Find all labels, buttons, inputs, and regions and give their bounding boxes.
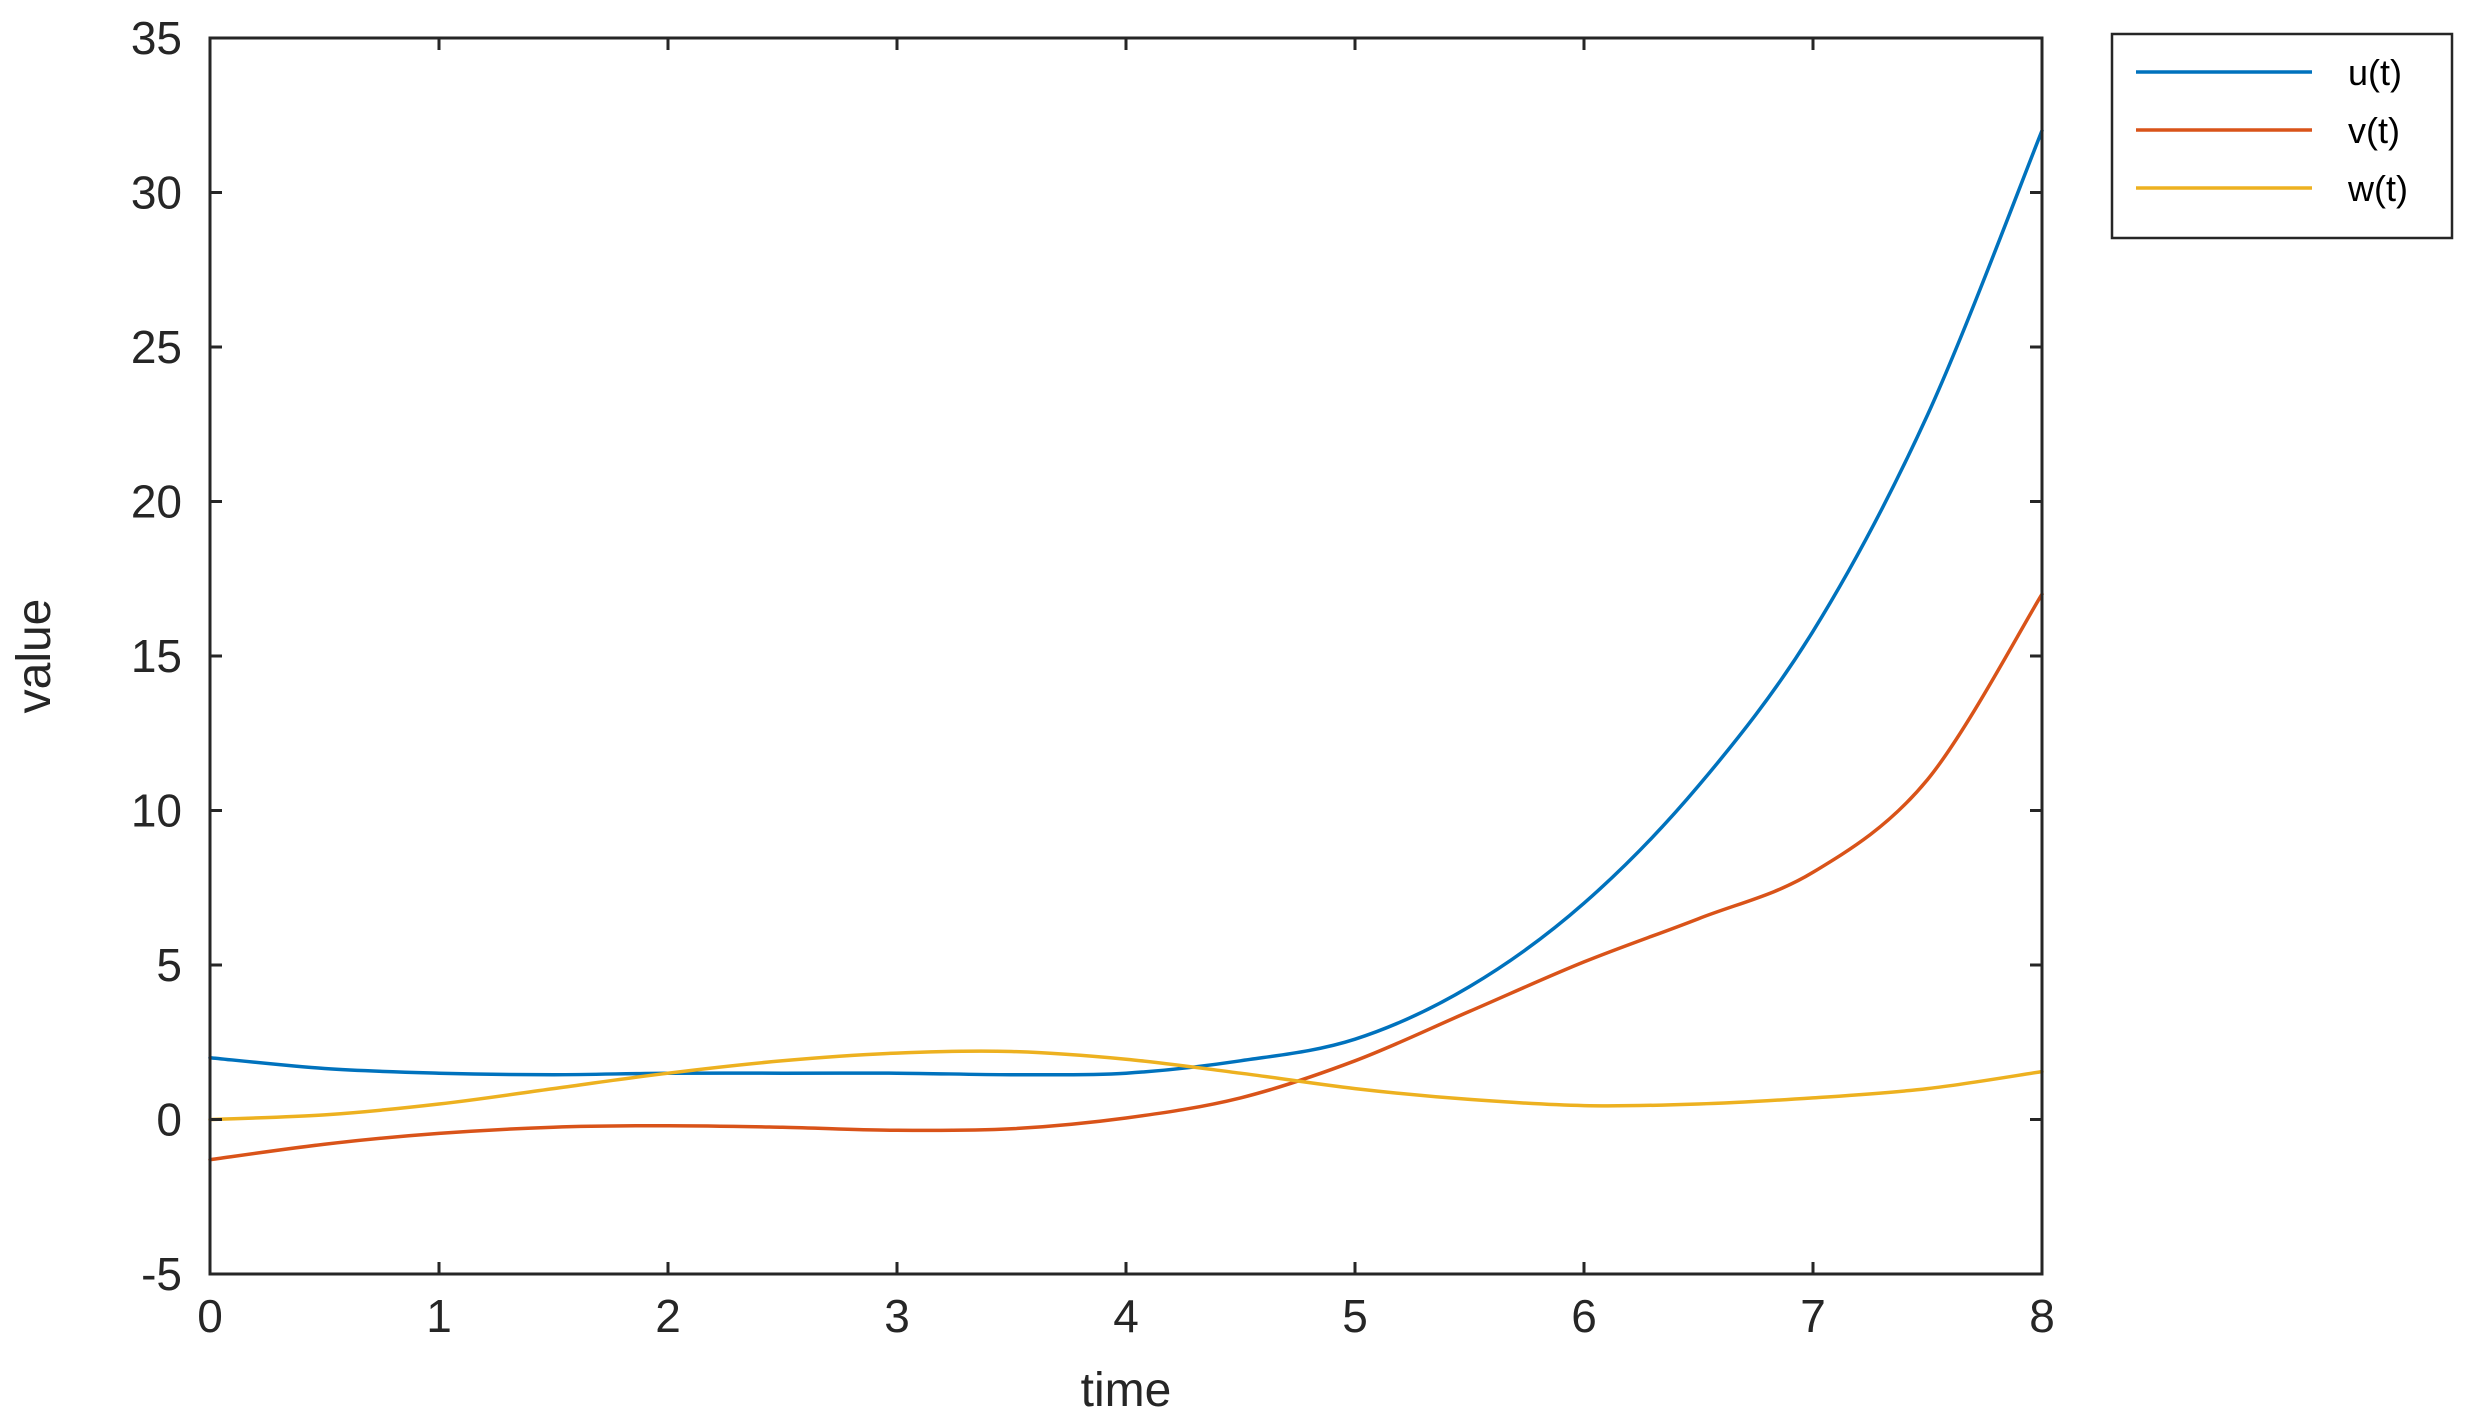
y-tick-label: 35 [131,12,182,64]
legend-box [2110,32,2454,240]
y-tick-label: 0 [156,1094,182,1146]
x-tick-label: 8 [2029,1290,2055,1342]
y-tick-label: 10 [131,785,182,837]
y-tick-label: -5 [141,1248,182,1300]
y-tick-label: 20 [131,476,182,528]
y-tick-label: 15 [131,630,182,682]
x-axis-title: time [1081,1364,1172,1417]
x-tick-label: 6 [1571,1290,1597,1342]
series-line-1 [208,128,2044,1077]
x-tick-label: 1 [426,1290,452,1342]
x-tick-label: 5 [1342,1290,1368,1342]
x-tick-label: 4 [1113,1290,1139,1342]
y-tick-label: 25 [131,321,182,373]
legend-label-3: w(t) [2347,168,2408,209]
series-line-2 [208,592,2044,1162]
legend-label-2: v(t) [2348,110,2400,151]
x-tick-label: 0 [197,1290,223,1342]
y-tick-label: 5 [156,939,182,991]
axes-frame [208,36,2044,1276]
x-tick-label: 2 [655,1290,681,1342]
y-tick-label: 30 [131,167,182,219]
x-tick-label: 3 [884,1290,910,1342]
legend: u(t) v(t) w(t) [2110,32,2454,240]
series-line-3 [208,1049,2044,1122]
legend-label-1: u(t) [2348,52,2402,93]
y-axis-title: value [8,599,61,714]
x-tick-label: 7 [1800,1290,1826,1342]
